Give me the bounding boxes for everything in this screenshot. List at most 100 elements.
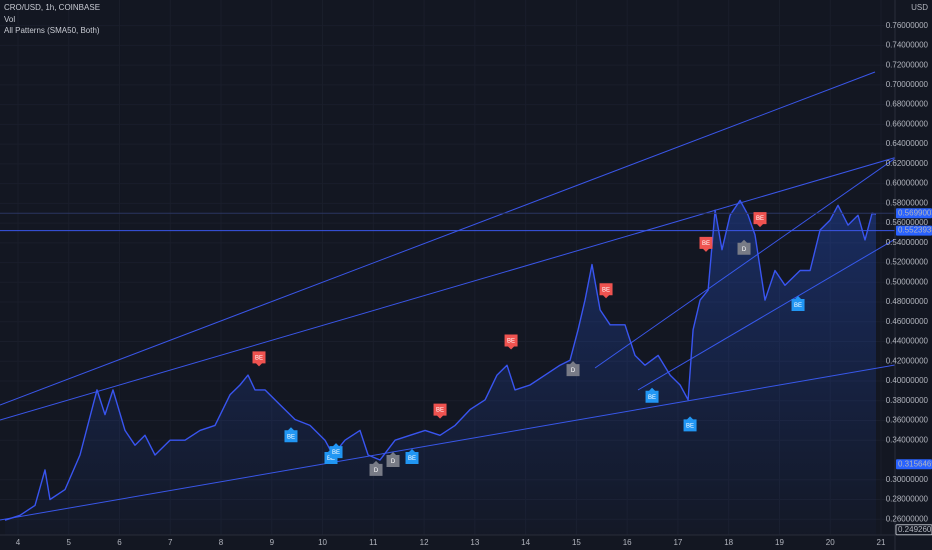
pattern-marker: BE [683, 416, 697, 432]
x-tick-label: 13 [470, 538, 479, 547]
y-tick-label: 0.28000000 [886, 495, 929, 504]
x-tick-label: 8 [219, 538, 224, 547]
pattern-marker-label: D [374, 468, 379, 474]
pattern-marker: BE [599, 283, 613, 299]
price-label: 0.55239384 [898, 226, 932, 235]
y-tick-label: 0.68000000 [886, 100, 929, 109]
y-tick-label: 0.56000000 [886, 218, 929, 227]
pattern-marker: BE [252, 351, 266, 367]
pattern-marker-shape [566, 361, 580, 377]
pattern-marker: BE [433, 403, 447, 419]
pattern-marker-label: BE [602, 287, 610, 293]
pattern-marker-label: BE [436, 408, 444, 414]
y-tick-label: 0.36000000 [886, 416, 929, 425]
y-tick-label: 0.30000000 [886, 475, 929, 484]
indicator: Vol [4, 15, 15, 24]
pattern-marker-shape [252, 351, 266, 367]
pattern-marker-label: BE [408, 456, 416, 462]
pattern-marker-shape [683, 416, 697, 432]
y-tick-label: 0.48000000 [886, 297, 929, 306]
price-label-box [896, 459, 932, 470]
y-tick-label: 0.74000000 [886, 41, 929, 50]
pattern-marker: BE [645, 387, 659, 403]
y-tick-label: 0.70000000 [886, 80, 929, 89]
y-tick-label: 0.64000000 [886, 139, 929, 148]
price-area [5, 200, 876, 535]
y-tick-label: 0.72000000 [886, 60, 929, 69]
y-tick-label: 0.44000000 [886, 337, 929, 346]
y-tick-label: 0.42000000 [886, 356, 929, 365]
pattern-marker-shape [699, 236, 713, 252]
pattern-marker: D [369, 460, 383, 476]
pattern-marker-label: BE [648, 395, 656, 401]
axes: 0.26000000 0.28000000 0.30000000 0.34000000… [16, 21, 932, 547]
price-label: 0.56990030 [898, 208, 932, 217]
y-tick-label: 0.52000000 [886, 258, 929, 267]
y-tick-label: 0.58000000 [886, 198, 929, 207]
x-tick-label: 16 [623, 538, 632, 547]
y-tick-label: 0.62000000 [886, 159, 929, 168]
trend-line [0, 156, 898, 421]
price-label-box [896, 208, 932, 219]
x-tick-label: 20 [826, 538, 835, 547]
pattern-marker: BE [405, 449, 419, 465]
pattern-marker-label: D [742, 247, 747, 253]
price-label: 0.24926098 [898, 525, 932, 534]
pattern-marker-shape [329, 443, 343, 459]
pattern-marker-shape [284, 427, 298, 443]
price-axis [895, 0, 932, 550]
trend-line [0, 71, 876, 406]
pattern-marker-label: BE [756, 216, 764, 222]
pattern-marker-shape [405, 449, 419, 465]
pattern-marker-label: D [571, 368, 576, 374]
pattern-marker-shape [599, 283, 613, 299]
x-tick-label: 6 [117, 538, 122, 547]
pattern-marker-label: BE [702, 241, 710, 247]
y-tick-label: 0.46000000 [886, 317, 929, 326]
pattern-marker: BE [504, 334, 518, 350]
pattern-marker-label: BE [686, 424, 694, 430]
pattern-marker: D [566, 361, 580, 377]
pattern-marker: BE [329, 443, 343, 459]
pattern-marker-shape [369, 460, 383, 476]
x-tick-label: 14 [521, 538, 530, 547]
pattern-marker: BE [699, 236, 713, 252]
price-unit: USD [911, 3, 928, 12]
x-tick-label: 5 [67, 538, 72, 547]
price-line [4, 199, 877, 521]
pattern-marker-shape [386, 451, 400, 467]
pattern-marker-label: BE [794, 303, 802, 309]
pattern-marker-label: BE [287, 434, 295, 440]
pattern-marker: BE [753, 212, 767, 228]
pattern-marker-shape [645, 387, 659, 403]
pattern-marker-label: BE [332, 450, 340, 456]
pattern-marker-shape [791, 296, 805, 312]
pattern-marker-label: BE [507, 339, 515, 345]
legend: CRO/USD, 1h, COINBASE Vol All Patterns (… [4, 3, 100, 35]
y-tick-label: 0.76000000 [886, 21, 929, 30]
x-tick-label: 11 [369, 538, 378, 547]
x-tick-label: 9 [270, 538, 275, 547]
pattern-marker: D [386, 451, 400, 467]
price-label: 0.31564695 [898, 459, 932, 468]
y-tick-label: 0.54000000 [886, 238, 929, 247]
x-tick-label: 12 [420, 538, 429, 547]
price-label-box [895, 524, 932, 536]
indicator: All Patterns (SMA50, Both) [4, 26, 100, 35]
y-tick-label: 0.40000000 [886, 376, 929, 385]
pattern-marker-label: D [391, 459, 396, 465]
pattern-marker: D [737, 239, 751, 255]
pattern-marker: BE [284, 427, 298, 443]
pattern-marker: BE [791, 296, 805, 312]
x-tick-label: 15 [572, 538, 581, 547]
price-label-box [896, 225, 932, 236]
pattern-marker-shape [753, 212, 767, 228]
pattern-marker-shape [737, 239, 751, 255]
x-tick-label: 4 [16, 538, 21, 547]
x-tick-label: 10 [318, 538, 327, 547]
y-tick-label: 0.26000000 [886, 514, 929, 523]
y-tick-label: 0.34000000 [886, 435, 929, 444]
